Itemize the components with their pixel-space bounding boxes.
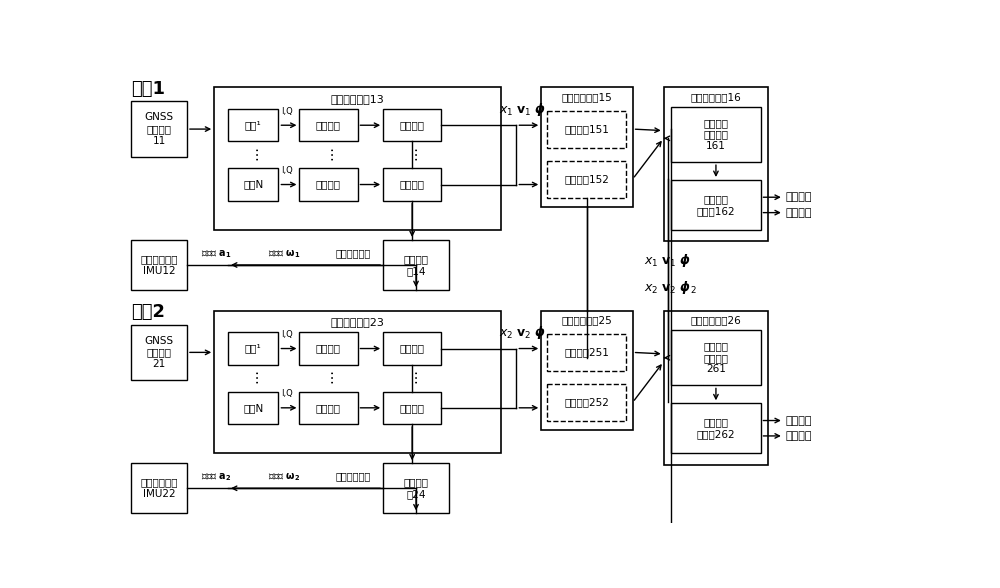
- Bar: [299, 109, 358, 141]
- Bar: [671, 180, 761, 230]
- Text: I,Q: I,Q: [282, 330, 293, 339]
- Text: 相对导航
滤波器262: 相对导航 滤波器262: [697, 417, 735, 439]
- Bar: [547, 111, 626, 148]
- Text: 加速度 $\bf{a}_1$: 加速度 $\bf{a}_1$: [201, 248, 232, 259]
- Text: 通锱N: 通锱N: [243, 403, 263, 413]
- Text: 从滤波器: 从滤波器: [400, 403, 425, 413]
- Text: 惯性测量单元
IMU22: 惯性测量单元 IMU22: [140, 477, 178, 499]
- Text: $x_2\ \mathbf{v}_2\ \boldsymbol{\phi}_2$: $x_2\ \mathbf{v}_2\ \boldsymbol{\phi}_2$: [644, 279, 697, 296]
- Bar: [541, 88, 633, 207]
- Bar: [131, 325, 187, 380]
- Text: 数据传输单元25: 数据传输单元25: [562, 315, 612, 325]
- Bar: [299, 392, 358, 424]
- Bar: [299, 168, 358, 201]
- Text: 从滤波器: 从滤波器: [400, 120, 425, 130]
- Text: I,Q: I,Q: [282, 166, 293, 175]
- Text: 数据处理单元26: 数据处理单元26: [691, 315, 741, 325]
- Bar: [541, 311, 633, 430]
- Bar: [383, 332, 441, 365]
- Bar: [228, 168, 278, 201]
- Bar: [214, 88, 501, 230]
- Text: 角速度 $\bf{\omega}_2$: 角速度 $\bf{\omega}_2$: [268, 471, 301, 483]
- Text: 有线传输151: 有线传输151: [564, 124, 609, 134]
- Text: …: …: [321, 146, 335, 160]
- Bar: [131, 463, 187, 513]
- Text: 积分清零: 积分清零: [316, 179, 341, 189]
- Bar: [664, 311, 768, 465]
- Text: 数据处理单元16: 数据处理单元16: [691, 92, 741, 102]
- Text: 相对速度: 相对速度: [785, 208, 812, 218]
- Text: 积分清零: 积分清零: [316, 120, 341, 130]
- Text: 相对导航
滤波器162: 相对导航 滤波器162: [697, 194, 735, 216]
- Text: 通锱¹: 通锱¹: [245, 120, 262, 130]
- Text: 环路控刻指令: 环路控刻指令: [336, 471, 371, 481]
- Text: …: …: [405, 369, 419, 383]
- Text: 有线传输251: 有线传输251: [564, 348, 609, 358]
- Text: GNSS
射频前端
11: GNSS 射频前端 11: [145, 112, 174, 146]
- Bar: [664, 88, 768, 242]
- Text: I,Q: I,Q: [282, 389, 293, 398]
- Text: …: …: [246, 146, 260, 160]
- Bar: [214, 311, 501, 453]
- Text: I,Q: I,Q: [282, 106, 293, 116]
- Text: 相对位置: 相对位置: [785, 192, 812, 202]
- Bar: [228, 332, 278, 365]
- Text: GNSS
射频前端
21: GNSS 射频前端 21: [145, 336, 174, 369]
- Text: 积分清零: 积分清零: [316, 343, 341, 353]
- Text: 通锱N: 通锱N: [243, 179, 263, 189]
- Text: 从滤波器: 从滤波器: [400, 343, 425, 353]
- Bar: [383, 240, 449, 290]
- Text: 载䥈2: 载䥈2: [131, 303, 165, 321]
- Bar: [547, 384, 626, 421]
- Text: 从滤波器: 从滤波器: [400, 179, 425, 189]
- Text: 跟踪捕获环路13: 跟踪捕获环路13: [331, 93, 384, 103]
- Text: $x_1\ \mathbf{v}_1\ \boldsymbol{\phi}$: $x_1\ \mathbf{v}_1\ \boldsymbol{\phi}$: [499, 101, 546, 118]
- Text: 跟踪捕获环路23: 跟踪捕获环路23: [331, 317, 384, 327]
- Bar: [383, 168, 441, 201]
- Bar: [383, 392, 441, 424]
- Bar: [383, 109, 441, 141]
- Text: 通锱¹: 通锱¹: [245, 343, 262, 353]
- Text: 无线传输252: 无线传输252: [564, 397, 609, 407]
- Text: 相对位置: 相对位置: [785, 416, 812, 426]
- Text: $x_1\ \mathbf{v}_1\ \boldsymbol{\phi}$: $x_1\ \mathbf{v}_1\ \boldsymbol{\phi}$: [644, 252, 692, 269]
- Text: 角速度 $\bf{\omega}_1$: 角速度 $\bf{\omega}_1$: [268, 248, 301, 259]
- Bar: [228, 109, 278, 141]
- Text: 无线传输152: 无线传输152: [564, 174, 609, 184]
- Bar: [383, 463, 449, 513]
- Text: …: …: [321, 369, 335, 383]
- Text: 环路控刻指令: 环路控刻指令: [336, 248, 371, 258]
- Bar: [547, 161, 626, 198]
- Bar: [131, 101, 187, 157]
- Text: 动态模型
构建单元
261: 动态模型 构建单元 261: [703, 341, 728, 375]
- Text: 加速度 $\bf{a}_2$: 加速度 $\bf{a}_2$: [201, 471, 232, 483]
- Text: $x_2\ \mathbf{v}_2\ \boldsymbol{\phi}$: $x_2\ \mathbf{v}_2\ \boldsymbol{\phi}$: [499, 324, 546, 341]
- Bar: [131, 240, 187, 290]
- Bar: [228, 392, 278, 424]
- Text: 惯性测量单元
IMU12: 惯性测量单元 IMU12: [140, 254, 178, 276]
- Bar: [547, 334, 626, 371]
- Text: 数据传输单元15: 数据传输单元15: [562, 92, 612, 102]
- Text: …: …: [405, 146, 419, 160]
- Text: 组合滤波
妓24: 组合滤波 妓24: [404, 477, 429, 499]
- Text: 组合滤波
妓14: 组合滤波 妓14: [404, 254, 429, 276]
- Text: …: …: [246, 369, 260, 383]
- Bar: [671, 330, 761, 386]
- Text: 积分清零: 积分清零: [316, 403, 341, 413]
- Text: 动态模型
构建单元
161: 动态模型 构建单元 161: [703, 118, 728, 151]
- Text: 载䥈1: 载䥈1: [131, 80, 165, 98]
- Bar: [671, 107, 761, 162]
- Bar: [671, 403, 761, 453]
- Text: 相对速度: 相对速度: [785, 431, 812, 441]
- Bar: [299, 332, 358, 365]
